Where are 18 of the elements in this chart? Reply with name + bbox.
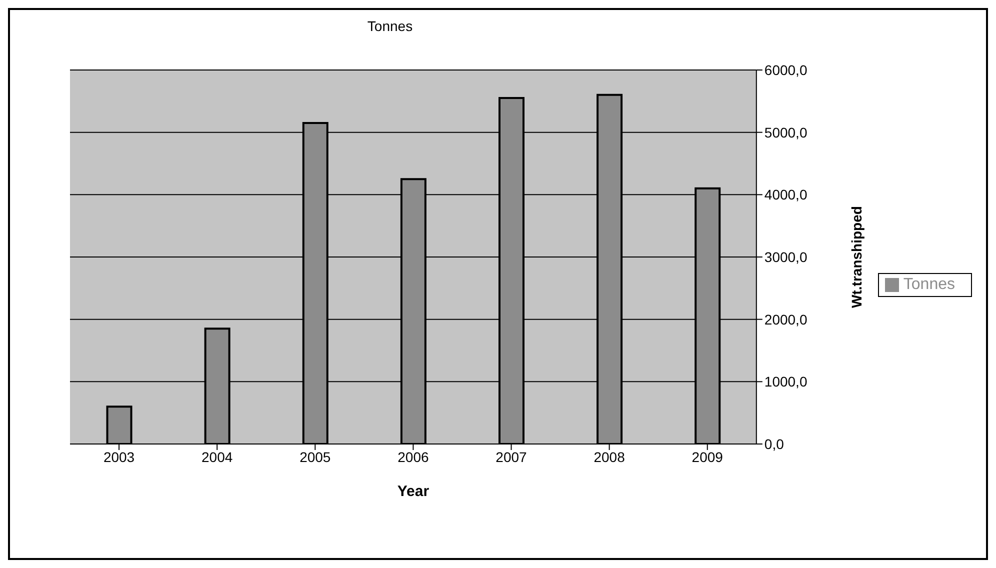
x-tick-label: 2003 xyxy=(103,448,135,465)
y-tick-label: 6000,0 xyxy=(764,62,808,78)
legend-label: Tonnes xyxy=(903,276,955,293)
x-tick-label: 2007 xyxy=(496,448,528,465)
y-tick-label: 0,0 xyxy=(764,436,784,452)
y-tick-label: 5000,0 xyxy=(764,124,808,140)
chart-title: Tonnes xyxy=(366,18,414,34)
x-tick-label: 2009 xyxy=(692,448,724,465)
y-axis-title: Wt.transhipped xyxy=(848,206,864,308)
x-axis-title: Year xyxy=(397,483,430,500)
x-tick-label: 2004 xyxy=(202,448,233,465)
y-tick-label: 3000,0 xyxy=(764,248,808,265)
y-tick-label: 1000,0 xyxy=(764,374,808,390)
y-tick-label: 2000,0 xyxy=(764,311,808,328)
x-tick-label: 2008 xyxy=(594,448,626,465)
x-tick-label: 2006 xyxy=(398,448,429,465)
x-tick-label: 2005 xyxy=(300,448,331,465)
y-tick-label: 4000,0 xyxy=(764,186,808,203)
